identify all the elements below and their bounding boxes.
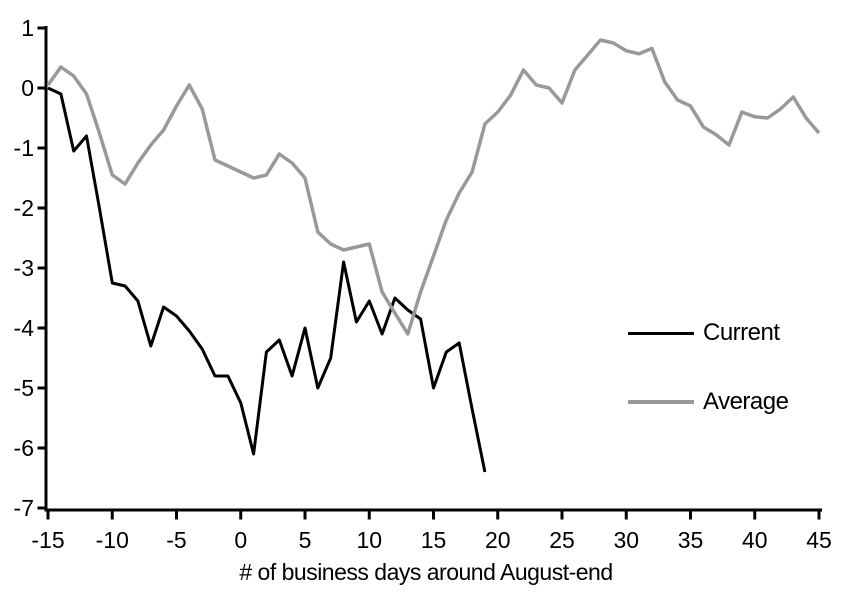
x-tick-label: 25 — [549, 527, 575, 553]
legend-line-average-sample — [628, 400, 694, 404]
y-tick-label: 0 — [21, 75, 34, 101]
x-tick-label: 40 — [742, 527, 768, 553]
y-tick-label: -7 — [14, 495, 34, 521]
x-tick-label: 0 — [234, 527, 247, 553]
y-tick-label: -2 — [14, 195, 34, 221]
y-tick-label: -3 — [14, 255, 34, 281]
y-tick-label: -4 — [14, 315, 35, 341]
legend-line-current-sample — [628, 331, 694, 335]
x-tick-label: 5 — [299, 527, 312, 553]
x-tick-label: -5 — [166, 527, 186, 553]
x-tick-label: 30 — [613, 527, 639, 553]
legend-item-current: Current — [628, 318, 780, 348]
x-tick-label: -10 — [96, 527, 129, 553]
legend-label-current: Current — [703, 319, 780, 346]
legend-item-average: Average — [628, 387, 789, 417]
y-tick-label: -5 — [14, 375, 34, 401]
series-average-line — [46, 38, 821, 336]
y-tick-label: -6 — [14, 435, 34, 461]
x-tick-label: 35 — [678, 527, 704, 553]
series-current-line — [47, 86, 487, 473]
x-tick-label: 15 — [421, 527, 447, 553]
legend-label-average: Average — [703, 388, 789, 415]
y-tick-label: 1 — [21, 15, 34, 41]
x-tick-label: -15 — [31, 527, 64, 553]
y-tick-label: -1 — [14, 135, 34, 161]
x-tick-label: 45 — [806, 527, 832, 553]
x-tick-label: 10 — [356, 527, 382, 553]
x-tick-label: 20 — [485, 527, 511, 553]
x-axis-title: # of business days around August-end — [239, 559, 613, 585]
